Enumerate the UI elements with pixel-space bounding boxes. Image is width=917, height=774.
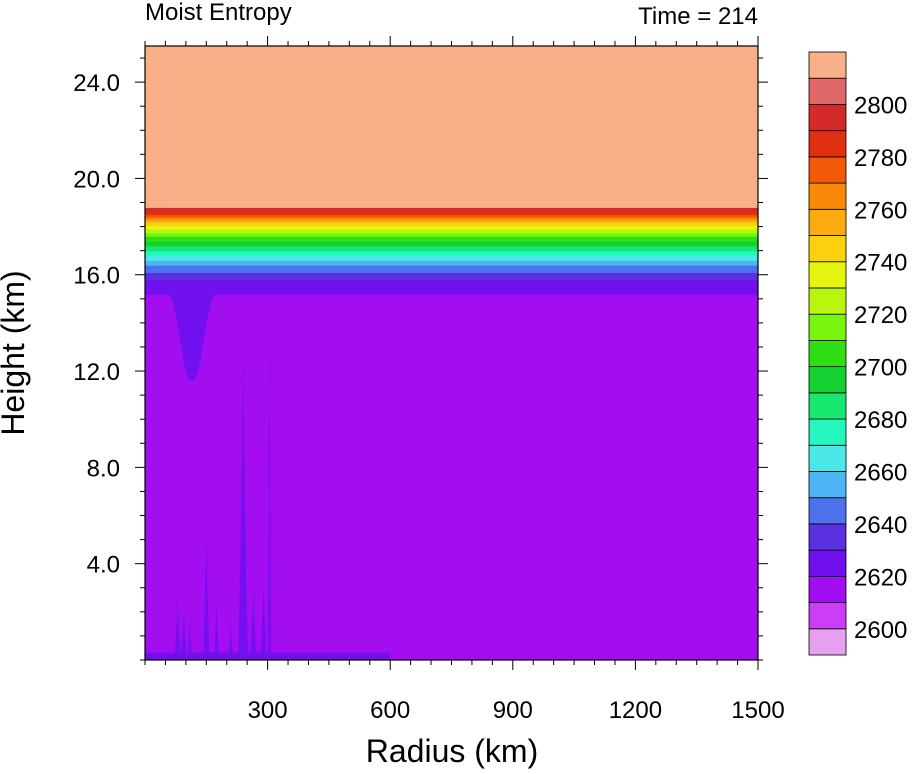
x-tick-label: 1500 xyxy=(731,697,784,724)
x-tick-label: 1200 xyxy=(609,697,662,724)
updraft-streak-7 xyxy=(250,592,257,660)
entropy-layer-17 xyxy=(145,210,758,216)
y-axis-label: Height (km) xyxy=(0,270,31,435)
entropy-layer-16 xyxy=(145,214,758,218)
entropy-layer-13 xyxy=(145,221,758,226)
updraft-streak-1 xyxy=(180,611,188,660)
colorbar-box-4 xyxy=(808,523,847,551)
entropy-layer-19 xyxy=(145,46,758,208)
entropy-features xyxy=(145,294,391,660)
colorbar-label: 2780 xyxy=(854,145,907,172)
entropy-layer-18 xyxy=(145,207,758,212)
colorbar-box-0 xyxy=(808,628,847,656)
entropy-layer-7 xyxy=(145,245,758,252)
x-tick-label: 900 xyxy=(493,697,533,724)
colorbar-box-5 xyxy=(808,497,847,525)
colorbar-label: 2720 xyxy=(854,302,907,329)
boundary-layer xyxy=(145,652,391,660)
entropy-layer-10 xyxy=(145,232,758,237)
x-tick-label: 300 xyxy=(248,697,288,724)
y-tick-label: 20.0 xyxy=(73,166,120,193)
colorbar-box-20 xyxy=(808,104,847,132)
updraft-streak-6 xyxy=(238,356,248,660)
colorbar-box-6 xyxy=(808,471,847,499)
plot-area: 300 600 900 1200 1500 4.0 8.0 12.0 16.0 20.0 24.0 xyxy=(73,36,785,724)
entropy-layer-5 xyxy=(145,255,758,261)
colorbar-box-7 xyxy=(808,444,847,472)
colorbar-box-21 xyxy=(808,77,847,105)
colorbar-box-14 xyxy=(808,261,847,289)
plot-title-right: Time = 214 xyxy=(638,3,758,30)
colorbar-label: 2800 xyxy=(854,92,907,119)
y-tick-label: 24.0 xyxy=(73,70,120,97)
colorbar-label: 2740 xyxy=(854,250,907,277)
colorbar-box-9 xyxy=(808,392,847,420)
colorbar-label: 2660 xyxy=(854,459,907,486)
colorbar-label: 2640 xyxy=(854,512,907,539)
colorbar-box-8 xyxy=(808,418,847,446)
colorbar-box-19 xyxy=(808,130,847,158)
colorbar-label: 2680 xyxy=(854,407,907,434)
entropy-field xyxy=(145,46,758,660)
colorbar-boxes xyxy=(808,51,847,656)
colorbar-box-22 xyxy=(808,51,847,79)
colorbar-labels: 2600 2620 2640 2660 2680 2700 2720 2740 2760 2780… xyxy=(854,92,907,643)
colorbar-box-11 xyxy=(808,339,847,368)
updraft-streak-3 xyxy=(203,532,210,660)
x-tick-label: 600 xyxy=(370,697,410,724)
colorbar-box-2 xyxy=(808,575,847,603)
y-tick-label: 16.0 xyxy=(73,263,120,290)
colorbar-box-3 xyxy=(808,549,847,577)
colorbar-label: 2600 xyxy=(854,617,907,644)
entropy-layer-11 xyxy=(145,228,758,234)
colorbar-label: 2620 xyxy=(854,564,907,591)
updraft-streak-8 xyxy=(260,582,267,660)
entropy-layer-6 xyxy=(145,250,758,257)
colorbar-label: 2700 xyxy=(854,355,907,382)
updraft-streak-0 xyxy=(174,597,181,660)
x-axis-label: Radius (km) xyxy=(366,733,538,769)
entropy-layer-0 xyxy=(145,294,758,660)
entropy-layer-8 xyxy=(145,241,758,247)
colorbar-box-18 xyxy=(808,156,847,184)
plot-title-left: Moist Entropy xyxy=(145,0,292,26)
entropy-layer-2 xyxy=(145,272,758,281)
eyewall-plume xyxy=(169,294,215,381)
x-axis-ticks: 300 600 900 1200 1500 xyxy=(144,36,785,724)
entropy-layer-3 xyxy=(145,265,758,273)
entropy-layer-12 xyxy=(145,225,758,230)
entropy-layer-14 xyxy=(145,219,758,223)
colorbar-box-15 xyxy=(808,235,847,263)
y-tick-label: 4.0 xyxy=(87,552,120,579)
colorbar-box-1 xyxy=(808,602,847,630)
updraft-streak-2 xyxy=(187,621,193,660)
colorbar-box-12 xyxy=(808,313,847,341)
y-tick-label: 8.0 xyxy=(87,455,120,482)
entropy-layer-1 xyxy=(145,279,758,295)
entropy-layer-9 xyxy=(145,236,758,242)
colorbar: 2600 2620 2640 2660 2680 2700 2720 2740 2760 2780… xyxy=(808,51,907,656)
colorbar-box-10 xyxy=(808,366,847,394)
entropy-layer-15 xyxy=(145,216,758,220)
y-tick-label: 12.0 xyxy=(73,359,120,386)
updraft-streak-4 xyxy=(214,597,219,660)
colorbar-box-17 xyxy=(808,182,847,210)
colorbar-box-13 xyxy=(808,287,847,315)
y-axis-ticks: 4.0 8.0 12.0 16.0 20.0 24.0 xyxy=(73,57,768,661)
entropy-layer-4 xyxy=(145,260,758,266)
updraft-streak-9 xyxy=(268,322,272,660)
colorbar-label: 2760 xyxy=(854,197,907,224)
colorbar-box-16 xyxy=(808,208,847,236)
updraft-streak-5 xyxy=(228,621,234,660)
